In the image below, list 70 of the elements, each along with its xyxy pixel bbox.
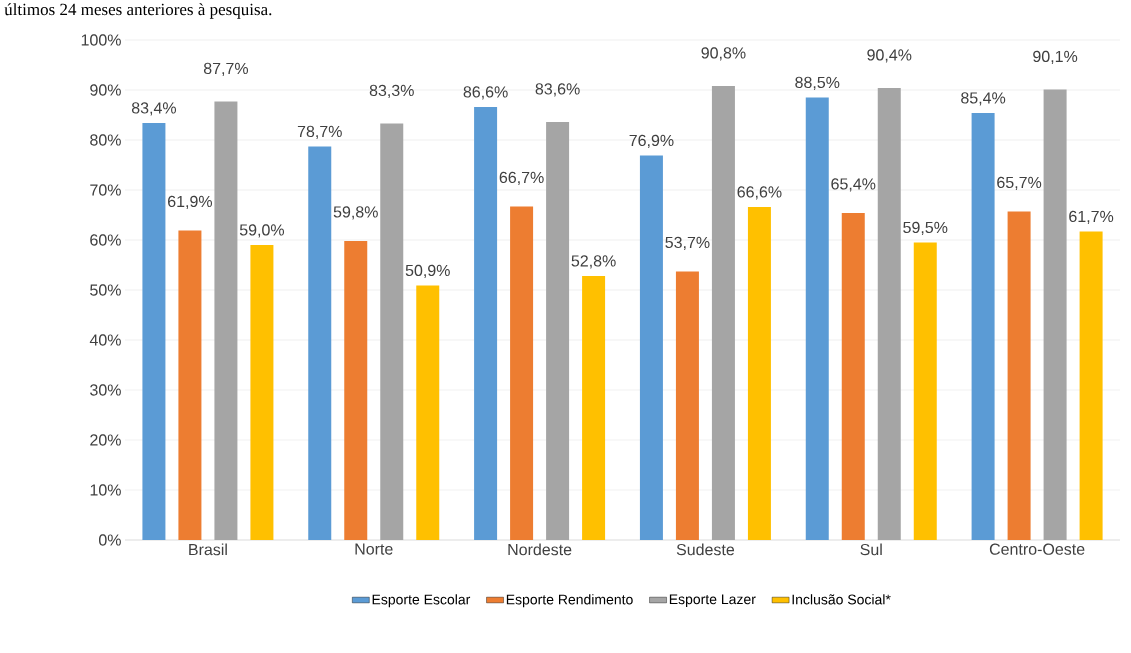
data-label: 90,1% [1033,50,1078,64]
x-tick-label: Sul [860,543,882,556]
data-label: 53,7% [665,236,710,250]
data-label: 52,8% [571,255,616,269]
legend-label: Esporte Lazer [669,594,756,607]
data-label: 61,7% [1069,210,1114,224]
data-label: 88,5% [795,76,840,90]
bar [1043,89,1067,540]
legend-label: Esporte Escolar [372,594,471,608]
bar [308,146,332,540]
data-label: 66,7% [499,171,544,185]
bar [344,241,368,540]
bar [639,155,663,540]
data-label: 59,5% [903,221,948,235]
y-tick-label: 50% [90,284,121,296]
data-label: 90,8% [701,47,746,61]
bar [416,285,440,540]
data-label: 59,0% [239,224,285,238]
x-tick-label: Sudeste [676,543,735,556]
bar [1079,231,1103,540]
y-tick-label: 80% [90,134,121,146]
data-label: 90,4% [867,49,912,63]
data-label: 66,6% [737,186,782,200]
y-tick-label: 20% [90,434,121,446]
x-tick-label: Centro-Oeste [989,543,1085,555]
x-tick-label: Brasil [189,543,227,556]
bar [142,123,166,540]
bar [214,101,238,540]
data-label: 59,8% [333,206,378,220]
y-tick-label: 30% [90,384,121,396]
bar [675,271,699,540]
bar [877,88,901,540]
bar [913,242,937,540]
bar [747,207,771,540]
bar [711,86,735,540]
data-label: 65,4% [831,178,876,192]
y-tick-label: 0% [98,534,121,546]
y-tick-label: 90% [90,84,121,96]
data-label: 65,7% [997,176,1042,190]
data-label: 83,6% [535,83,580,97]
legend-label: Esporte Rendimento [506,594,633,608]
x-tick-label: Nordeste [508,543,572,556]
y-tick-label: 40% [89,334,121,346]
data-label: 76,9% [629,134,674,148]
bar [380,123,404,540]
legend-label: Inclusão Social* [792,594,891,605]
bar [178,230,202,540]
bar [546,122,570,540]
data-label: 61,9% [168,195,213,209]
x-tick-label: Norte [355,543,393,555]
data-label: 83,4% [131,102,177,116]
y-tick-label: 100% [81,34,121,46]
y-tick-label: 60% [90,234,121,246]
data-label: 87,7% [203,62,249,76]
bar [841,213,865,540]
bar [250,245,274,540]
bar [1007,211,1031,540]
data-label: 85,4% [961,92,1006,106]
bar [510,206,534,540]
data-label: 50,9% [405,264,450,278]
y-tick-label: 10% [90,484,121,496]
data-label: 86,6% [463,86,508,100]
bar [805,97,829,540]
bar [474,107,498,540]
bar [582,276,606,540]
bar [971,113,995,540]
y-tick-label: 70% [90,184,121,196]
data-label: 83,3% [369,84,414,98]
chart-title: últimos 24 meses anteriores à pesquisa. [4,3,272,19]
data-label: 78,7% [297,125,342,139]
